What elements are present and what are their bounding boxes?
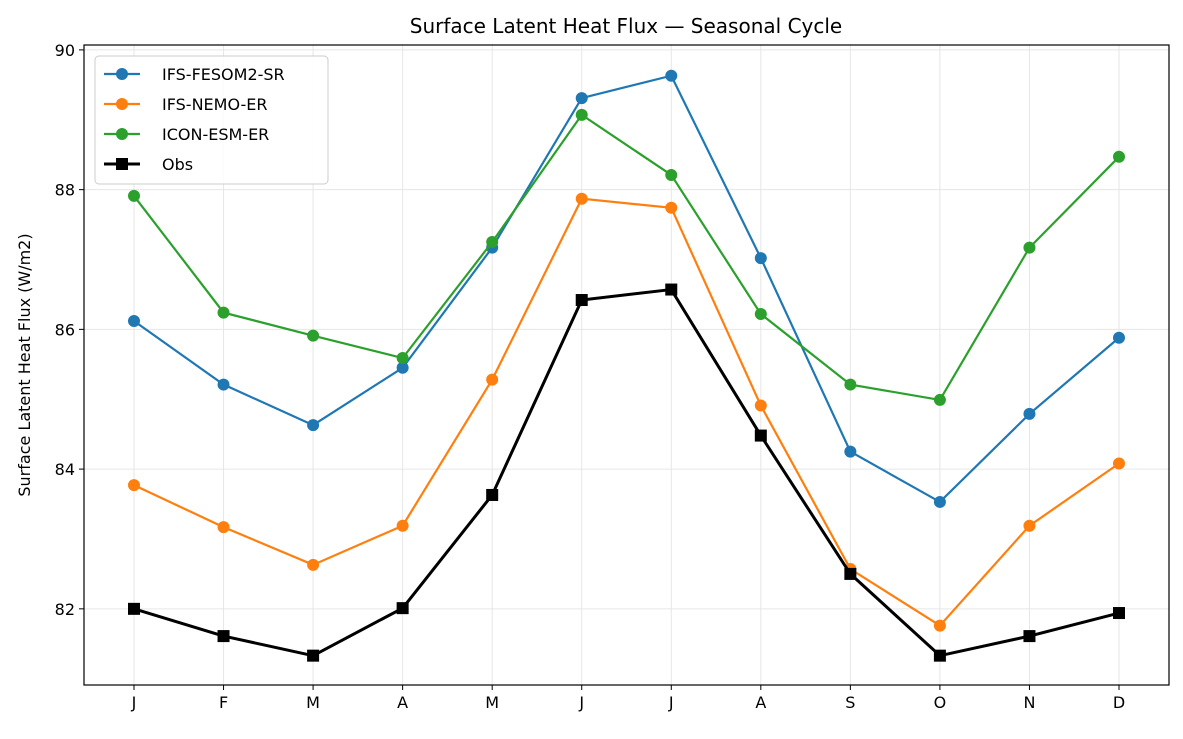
series-line xyxy=(133,197,1120,628)
legend-item: ICON-ESM-ER xyxy=(104,125,269,144)
legend-label: IFS-FESOM2-SR xyxy=(162,65,285,84)
data-point xyxy=(754,252,767,265)
data-point xyxy=(396,361,409,374)
data-point xyxy=(396,352,409,365)
data-point xyxy=(933,619,946,632)
y-tick-label: 90 xyxy=(55,41,75,60)
data-point xyxy=(1023,407,1036,420)
series-ifs-fesom2-sr xyxy=(128,69,1125,508)
x-tick-label: S xyxy=(845,693,855,712)
legend-marker xyxy=(116,128,128,140)
data-point xyxy=(486,373,499,386)
data-point xyxy=(486,236,499,249)
data-point xyxy=(844,378,857,391)
data-point xyxy=(933,649,946,662)
series-ifs-nemo-er xyxy=(128,192,1125,632)
data-point xyxy=(307,558,320,571)
legend-label: Obs xyxy=(162,155,193,174)
x-tick-label: J xyxy=(131,693,137,712)
data-point xyxy=(754,399,767,412)
data-point xyxy=(575,92,588,105)
data-point xyxy=(128,602,140,615)
data-point xyxy=(575,192,588,205)
data-point xyxy=(844,567,857,580)
data-point xyxy=(128,314,140,327)
legend-label: IFS-NEMO-ER xyxy=(162,95,268,114)
y-tick-label: 84 xyxy=(55,460,75,479)
data-point xyxy=(1113,457,1125,470)
data-point xyxy=(307,419,320,432)
data-point xyxy=(933,393,946,406)
data-point xyxy=(933,495,946,508)
data-point xyxy=(1113,607,1125,620)
data-point xyxy=(486,488,499,501)
legend-marker xyxy=(116,68,128,80)
data-point xyxy=(665,201,678,214)
data-point xyxy=(217,378,230,391)
legend-marker xyxy=(116,98,128,110)
data-point xyxy=(754,429,767,442)
y-tick-label: 82 xyxy=(55,600,75,619)
x-tick-label: J xyxy=(668,693,674,712)
data-point xyxy=(217,630,230,643)
plot-frame xyxy=(83,44,1170,686)
data-point xyxy=(1113,331,1125,344)
x-tick-label: J xyxy=(578,693,584,712)
y-tick-label: 88 xyxy=(55,181,75,200)
legend-label: ICON-ESM-ER xyxy=(162,125,269,144)
series-icon-esm-er xyxy=(128,108,1125,406)
x-tick-label: F xyxy=(219,693,228,712)
data-point xyxy=(1023,630,1036,643)
data-point xyxy=(575,108,588,121)
legend-box xyxy=(94,55,329,185)
data-point xyxy=(665,283,678,296)
x-tick-label: O xyxy=(934,693,947,712)
data-point xyxy=(575,294,588,307)
data-point xyxy=(128,479,140,492)
data-point xyxy=(128,189,140,202)
x-tick-label: D xyxy=(1113,693,1125,712)
legend-item: IFS-FESOM2-SR xyxy=(104,65,285,84)
series-obs xyxy=(128,283,1125,662)
data-point xyxy=(396,602,409,615)
x-tick-label: A xyxy=(397,693,408,712)
data-point xyxy=(217,521,230,534)
data-point xyxy=(665,168,678,181)
data-point xyxy=(217,306,230,319)
x-tick-label: M xyxy=(306,693,320,712)
legend-item: Obs xyxy=(104,155,193,174)
data-point xyxy=(396,519,409,532)
x-tick-label: A xyxy=(755,693,766,712)
data-point xyxy=(665,69,678,82)
data-point xyxy=(1023,519,1036,532)
x-tick-label: M xyxy=(485,693,499,712)
series-line xyxy=(133,113,1120,402)
series-line xyxy=(133,74,1120,504)
y-tick-label: 86 xyxy=(55,320,75,339)
legend-marker xyxy=(116,158,128,170)
x-tick-label: N xyxy=(1023,693,1035,712)
chart-title: Surface Latent Heat Flux — Seasonal Cycl… xyxy=(410,14,842,38)
data-point xyxy=(1113,150,1125,163)
data-point xyxy=(307,649,320,662)
data-point xyxy=(307,329,320,342)
y-axis-label: Surface Latent Heat Flux (W/m2) xyxy=(15,233,34,496)
series-line xyxy=(133,287,1120,658)
data-point xyxy=(754,307,767,320)
data-point xyxy=(844,445,857,458)
data-point xyxy=(1023,241,1036,254)
legend-item: IFS-NEMO-ER xyxy=(104,95,268,114)
